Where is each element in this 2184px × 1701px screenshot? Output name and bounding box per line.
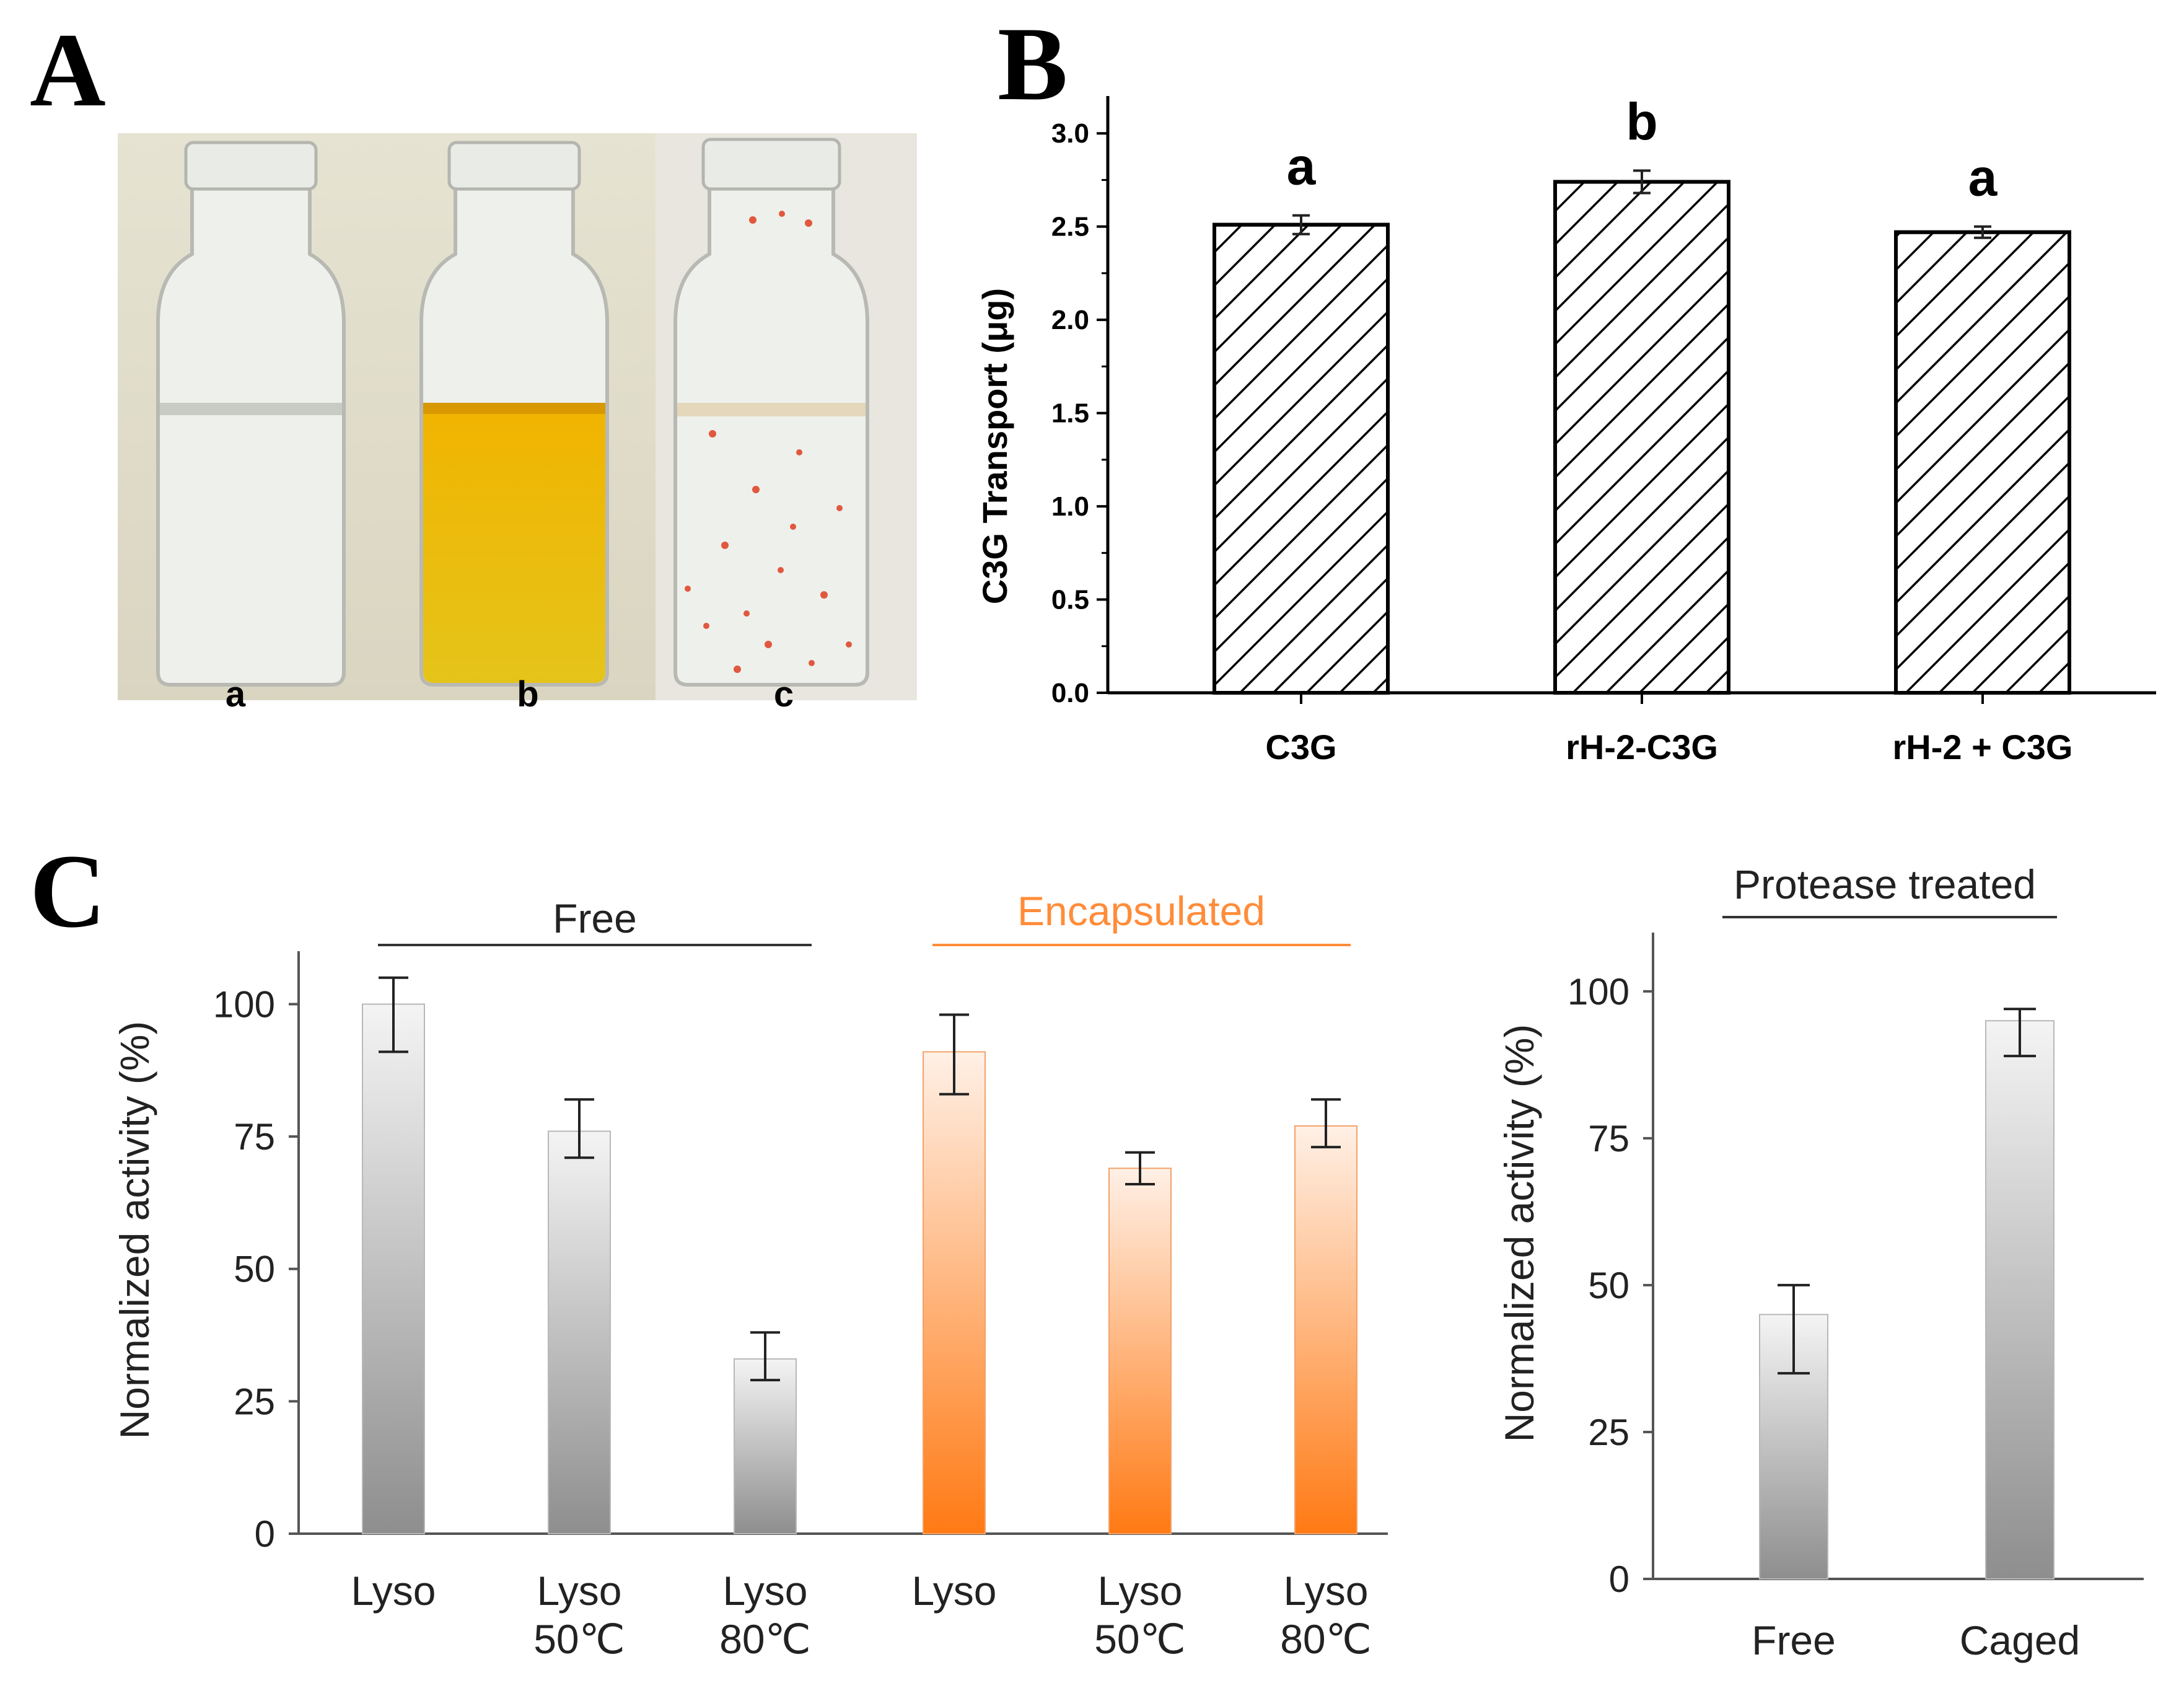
chart-b-significance-label: b [1626,92,1657,151]
chart-b-ylabel: C3G Transport (μg) [975,288,1014,604]
chart-c-left-bar [923,1051,986,1534]
chart-c-right-ylabel: Normalized activity (%) [1496,1024,1542,1443]
chart-c-left-category-label: 50℃ [1094,1616,1186,1662]
panel-letter-c: C [30,833,106,949]
chart-c-left-category-label: Lyso [351,1568,436,1614]
chart-c-right-bar [1985,1020,2055,1580]
chart-c-right-category-label: Free [1752,1617,1836,1663]
chart-c-left-bar [1294,1125,1357,1534]
chart-c-right-title: Protease treated [1734,861,2036,907]
chart-c-left-group-label-free: Free [553,895,637,941]
chart-b-category-label: rH-2-C3G [1566,727,1718,767]
chart-c-left-ylabel: Normalized activity (%) [112,1021,157,1439]
chart-c-left-group-label-encapsulated: Encapsulated [1017,888,1265,934]
vial-label-b: b [517,674,538,714]
chart-b-ytick-label: 0.5 [1051,585,1089,615]
chart-c-left-bar [548,1130,611,1534]
chart-b-ytick-label: 0.0 [1051,678,1089,708]
chart-b-ytick-label: 1.0 [1051,491,1089,522]
chart-c-left-category-label: Lyso [1284,1568,1369,1614]
chart-c-right-ytick-label: 50 [1588,1265,1629,1306]
chart-c-left-category-label: Lyso [723,1568,808,1614]
vial-a [156,141,346,687]
chart-b-ytick-label: 2.5 [1051,212,1089,242]
chart-b-significance-label: a [1968,149,1998,207]
chart-b-ytick-label: 2.0 [1051,305,1089,335]
chart-c-left-category-label: 50℃ [533,1616,625,1662]
chart-b-significance-label: a [1287,138,1317,196]
chart-b-category-label: C3G [1265,727,1336,767]
chart-c-left-category-label: 80℃ [1280,1616,1372,1662]
chart-c-left-ytick-label: 75 [234,1116,275,1158]
chart-b-category-label: rH-2 + C3G [1893,727,2073,767]
chart-c-left-category-label: 80℃ [719,1616,811,1662]
chart-c-right-ytick-label: 25 [1588,1412,1629,1453]
chart-c-right-ytick-label: 100 [1568,971,1629,1013]
chart-b-bar [1213,222,1390,695]
chart-c-left-ytick-label: 100 [213,983,275,1025]
chart-c-left-category-label: Lyso [912,1568,997,1614]
chart-c-left-ytick-label: 25 [234,1381,275,1422]
vial-label-c: c [774,674,794,714]
chart-c-left-bar [1108,1167,1172,1534]
chart-c-left-ytick-label: 50 [234,1249,275,1290]
chart-b: C3G Transport (μg) 0.0 0.5 1.0 1.5 2.0 2.5 3.0… [975,92,2156,767]
vial-photo: a b c [118,133,917,714]
chart-c-left-category-label: Lyso [537,1568,622,1614]
chart-c-right: Normalized activity (%) 0 25 50 75 100 Free Ca… [1496,861,2144,1663]
chart-c-left-bar [734,1358,797,1534]
vial-label-a: a [226,674,246,714]
chart-c-right-category-label: Caged [1960,1617,2081,1663]
vial-c [673,138,869,687]
chart-b-bar [1553,180,1730,695]
chart-c-left-bar [362,1003,425,1535]
chart-b-bar [1894,230,2071,695]
chart-c-right-ytick-label: 0 [1609,1558,1629,1600]
chart-c-left: Normalized activity (%) 0 25 50 75 100 Lyso Ly… [112,888,1388,1662]
chart-c-left-ytick-label: 0 [255,1513,275,1555]
chart-c-right-ytick-label: 75 [1588,1118,1629,1159]
vial-b [419,141,609,687]
chart-c-left-category-label: Lyso [1098,1568,1183,1614]
panel-letter-b: B [998,6,1068,122]
chart-b-ytick-label: 1.5 [1051,398,1089,429]
panel-letter-a: A [30,12,106,128]
chart-b-ytick-label: 3.0 [1051,118,1089,149]
